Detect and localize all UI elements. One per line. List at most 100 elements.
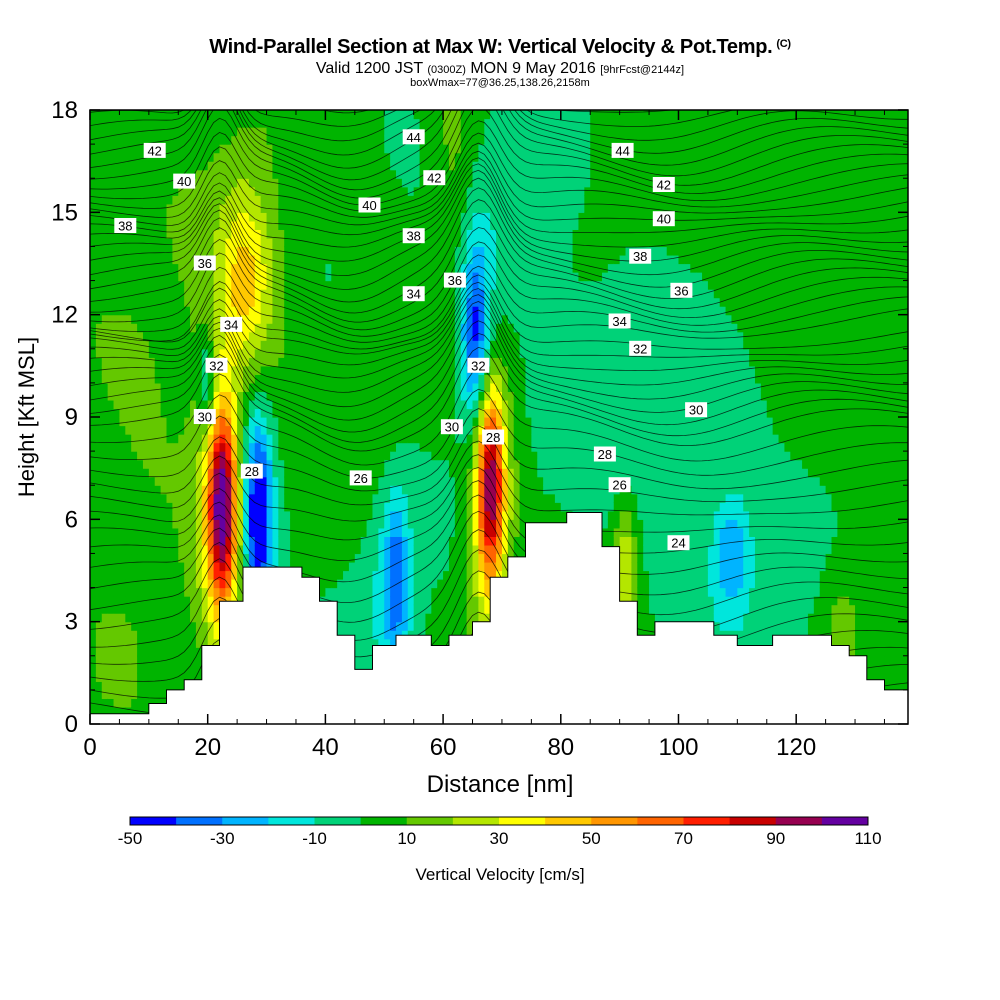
w-cell: [372, 451, 379, 461]
w-cell: [343, 561, 350, 572]
w-cell: [295, 135, 303, 145]
w-cell: [331, 587, 338, 597]
w-cell: [384, 357, 391, 367]
w-cell: [478, 417, 485, 427]
w-cell: [413, 621, 421, 631]
w-cell: [401, 169, 409, 179]
w-cell: [160, 664, 168, 674]
w-cell: [472, 536, 479, 546]
w-cell: [466, 451, 474, 461]
w-cell: [142, 348, 150, 358]
w-cell: [266, 272, 274, 282]
w-cell: [172, 382, 179, 393]
w-cell: [131, 647, 138, 657]
w-cell: [195, 434, 203, 444]
w-cell: [107, 681, 115, 691]
w-cell: [219, 272, 226, 282]
w-cell: [313, 178, 321, 188]
w-cell: [142, 672, 150, 682]
w-cell: [313, 399, 321, 410]
w-cell: [378, 220, 385, 230]
w-cell: [160, 110, 168, 120]
w-cell: [148, 195, 156, 205]
w-cell: [490, 399, 497, 410]
w-cell: [237, 561, 244, 572]
w-cell: [225, 425, 232, 435]
w-cell: [166, 519, 173, 529]
w-cell: [472, 118, 479, 128]
w-cell: [213, 613, 221, 623]
w-cell: [325, 425, 332, 435]
w-cell: [207, 195, 215, 205]
w-cell: [201, 604, 209, 614]
w-cell: [378, 527, 385, 537]
w-cell: [142, 118, 150, 128]
w-cell: [407, 246, 415, 256]
w-cell: [260, 425, 268, 435]
w-cell: [425, 561, 432, 572]
w-cell: [443, 442, 450, 452]
w-cell: [460, 621, 468, 631]
w-cell: [443, 306, 450, 316]
w-cell: [266, 212, 274, 222]
w-cell: [137, 110, 144, 120]
w-cell: [290, 297, 297, 307]
w-cell: [178, 468, 185, 478]
w-cell: [372, 220, 379, 230]
w-cell: [160, 161, 168, 171]
w-cell: [131, 237, 138, 248]
w-cell: [148, 689, 156, 700]
w-cell: [190, 604, 197, 614]
w-cell: [119, 502, 126, 512]
w-cell: [484, 587, 491, 597]
w-cell: [378, 152, 385, 162]
w-cell: [131, 604, 138, 614]
w-cell: [360, 527, 368, 537]
w-cell: [172, 510, 179, 520]
w-cell: [213, 254, 221, 265]
w-cell: [390, 127, 397, 137]
w-cell: [90, 417, 97, 427]
w-cell: [113, 442, 121, 452]
w-cell: [284, 237, 291, 248]
w-cell: [237, 536, 244, 546]
w-cell: [213, 621, 221, 631]
w-cell: [125, 681, 132, 691]
w-cell: [431, 485, 438, 495]
w-cell: [413, 382, 421, 393]
w-cell: [272, 408, 279, 418]
w-cell: [313, 331, 321, 341]
w-cell: [478, 220, 485, 230]
w-cell: [266, 476, 274, 486]
w-cell: [478, 510, 485, 520]
w-cell: [443, 391, 450, 401]
w-cell: [319, 425, 326, 435]
w-cell: [137, 391, 144, 401]
w-cell: [125, 110, 132, 120]
w-cell: [472, 135, 479, 145]
w-cell: [419, 203, 427, 213]
w-cell: [113, 706, 121, 717]
w-cell: [125, 655, 132, 665]
w-cell: [101, 485, 109, 495]
w-cell: [119, 570, 126, 580]
w-cell: [325, 246, 332, 256]
w-cell: [254, 434, 262, 444]
w-cell: [343, 502, 350, 512]
w-cell: [154, 604, 162, 614]
w-cell: [225, 110, 232, 120]
w-cell: [142, 698, 150, 708]
w-cell: [278, 220, 285, 230]
w-cell: [225, 442, 232, 452]
w-cell: [372, 246, 379, 256]
w-cell: [366, 178, 374, 188]
w-cell: [184, 647, 191, 657]
w-cell: [425, 340, 432, 350]
w-cell: [384, 203, 391, 213]
w-cell: [337, 561, 344, 572]
w-cell: [319, 118, 326, 128]
w-cell: [431, 519, 438, 529]
w-cell: [178, 417, 185, 427]
w-cell: [454, 254, 462, 265]
w-cell: [195, 544, 203, 555]
